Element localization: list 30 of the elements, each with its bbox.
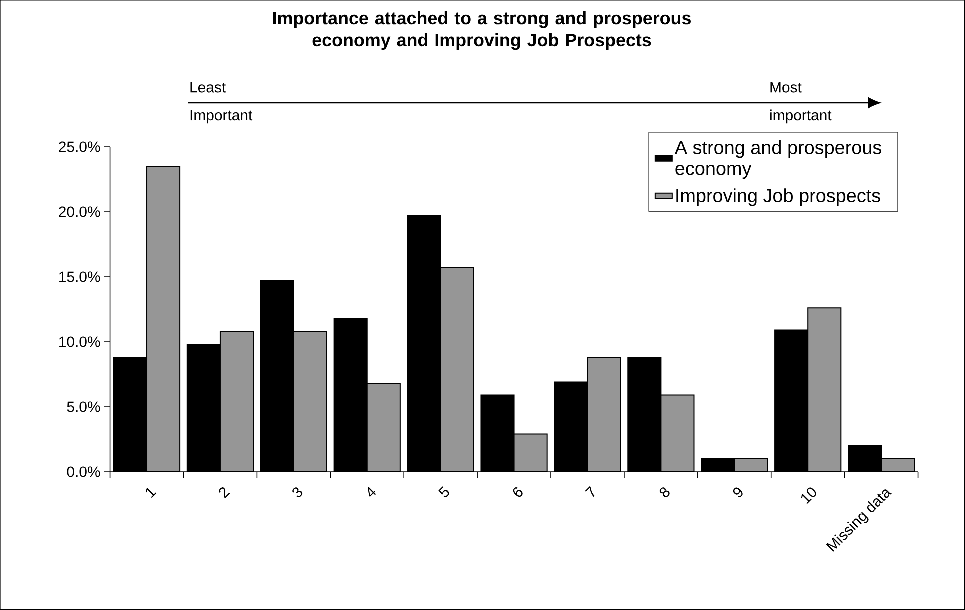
y-tick-label: 15.0% [60,272,100,282]
chart-title: Importance attached to a strong and prosperous economy and Improving Job Prospects [273,12,691,50]
y-tick-label: 10.0% [60,336,100,348]
x-tick-label: 7 [585,486,595,498]
y-tick-label: 0.0% [67,466,100,478]
x-tick-label: 10 [801,488,816,504]
x-tick-label: 1 [146,488,157,498]
legend-label: A strong and prosperous economy [674,140,882,180]
x-tick-label: 4 [368,487,376,498]
text: Least Important [190,82,253,124]
legend-label: Improving Job prospects [676,188,880,206]
y-tick-label: 25.0% [59,142,100,152]
x-tick-label: 9 [733,488,743,498]
bar [146,166,181,472]
x-tick-label: 3 [292,488,303,498]
x-tick-label: 5 [438,486,450,498]
y-tick-label: 5.0% [67,402,100,412]
bar [293,331,328,472]
bar [660,394,695,472]
bar [366,383,401,472]
x-tick-label: 6 [513,488,523,498]
bar [440,267,474,472]
x-tick-label: 2 [219,488,230,499]
bar [808,308,842,472]
text: Most important [770,82,832,124]
bar [220,331,254,472]
bar [514,434,548,472]
x-tick-label: 8 [660,488,670,498]
bar [587,357,622,472]
y-tick-label: 20.0% [59,206,100,218]
